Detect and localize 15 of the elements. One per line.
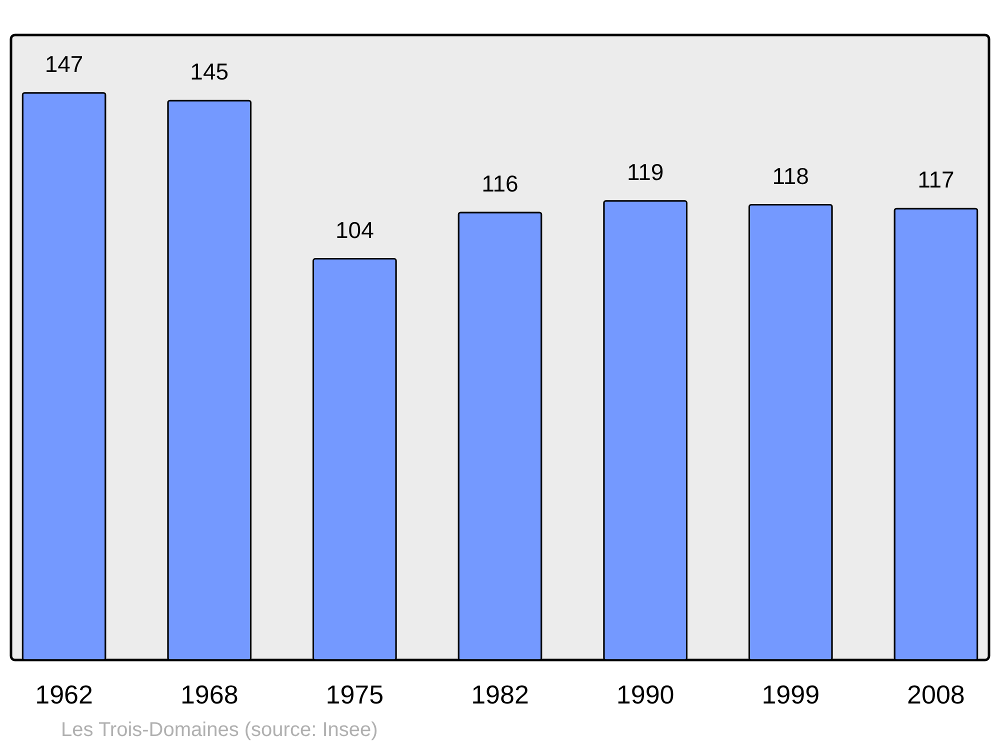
text: Les Trois-Domaines (source: Insee) — [61, 719, 378, 741]
x-tick-label: 1975 — [326, 680, 384, 710]
data-label: 117 — [918, 166, 954, 193]
data-label: 145 — [190, 58, 229, 85]
data-label: 104 — [335, 216, 374, 243]
x-tick-label: 2008 — [907, 680, 965, 710]
data-label: 147 — [44, 50, 84, 77]
data-label: 116 — [482, 170, 518, 196]
data-label: 118 — [772, 162, 809, 189]
x-tick-label: 1962 — [35, 680, 93, 710]
x-tick-label: 1982 — [471, 680, 529, 710]
x-tick-label: 1999 — [762, 680, 820, 710]
data-label: 119 — [626, 158, 664, 185]
x-tick-label: 1968 — [180, 680, 238, 710]
x-tick-label: 1990 — [616, 680, 674, 710]
